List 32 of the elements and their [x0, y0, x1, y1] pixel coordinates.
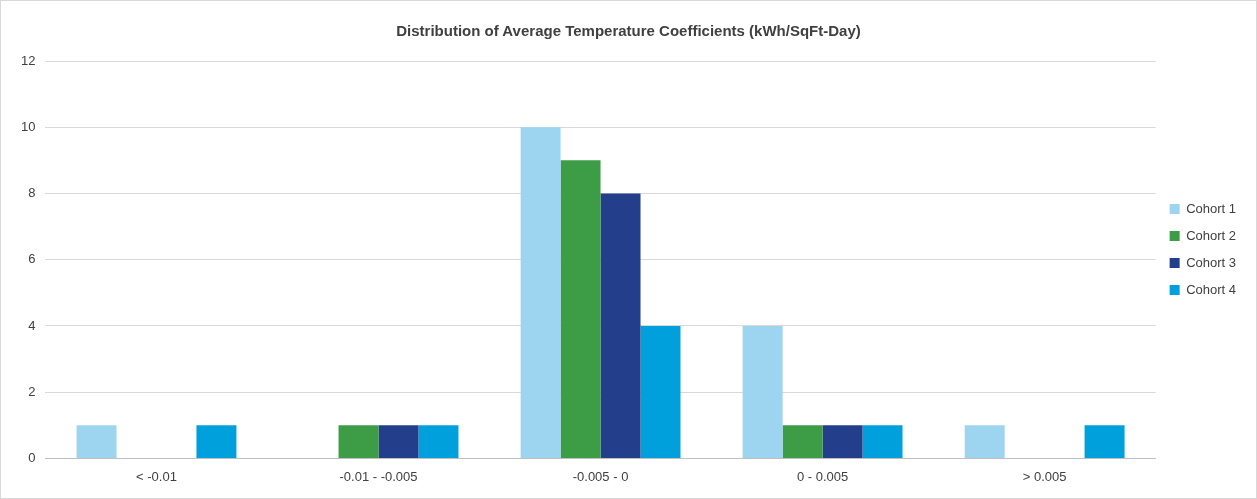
x-tick-label: 0 - 0.005	[796, 468, 849, 484]
bar	[560, 160, 601, 458]
bar	[338, 425, 379, 458]
y-tick-label: 8	[28, 185, 36, 201]
bar	[822, 425, 863, 458]
bar	[418, 425, 459, 458]
bar	[742, 325, 783, 458]
y-tick-label: 10	[20, 118, 36, 134]
bar	[76, 425, 117, 458]
y-tick-label: 4	[28, 317, 36, 333]
bar	[520, 127, 561, 458]
x-tick-label: -0.005 - 0	[572, 468, 629, 484]
y-tick-label: 6	[28, 251, 36, 267]
bar	[964, 425, 1005, 458]
y-tick-label: 0	[28, 449, 36, 465]
x-tick-label: -0.01 - -0.005	[339, 468, 418, 484]
x-tick-label: < -0.01	[136, 468, 177, 484]
bar	[600, 193, 641, 458]
legend-label: Cohort 2	[1186, 227, 1237, 243]
bar	[782, 425, 823, 458]
legend-label: Cohort 1	[1186, 200, 1237, 216]
x-tick-label: > 0.005	[1022, 468, 1067, 484]
chart-title: Distribution of Average Temperature Coefficients (kWh/SqFt-Day)	[396, 22, 861, 40]
bar	[196, 425, 237, 458]
legend-label: Cohort 4	[1186, 281, 1237, 297]
legend-label: Cohort 3	[1186, 254, 1237, 270]
bar	[862, 425, 903, 458]
bar	[1084, 425, 1125, 458]
y-tick-label: 12	[20, 52, 36, 68]
bar	[378, 425, 419, 458]
bar	[640, 325, 681, 458]
y-tick-label: 2	[28, 383, 36, 399]
